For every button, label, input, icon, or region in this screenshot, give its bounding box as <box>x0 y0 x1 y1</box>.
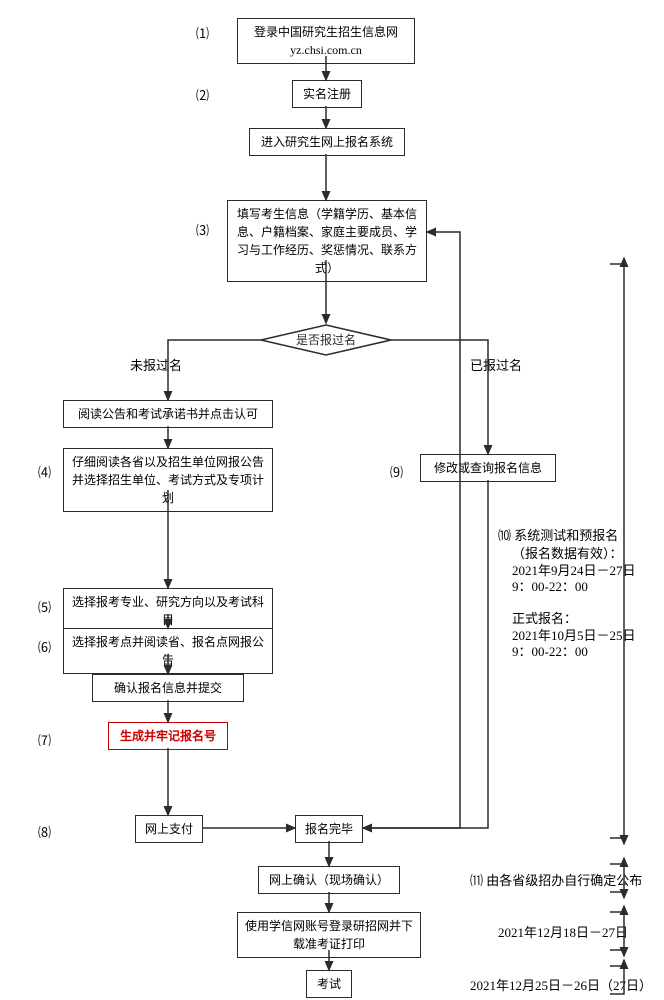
node-confirm-submit: 确认报名信息并提交 <box>92 674 244 702</box>
node-read-announce: 仔细阅读各省以及招生单位网报公告并选择招生单位、考试方式及专项计划 <box>63 448 273 512</box>
node-generate-id: 生成并牢记报名号 <box>108 722 228 750</box>
step-label-4: ⑷ <box>38 462 51 481</box>
node-enter-system: 进入研究生网上报名系统 <box>249 128 405 156</box>
step-label-6: ⑹ <box>38 637 51 656</box>
node-confirm-onsite: 网上确认（现场确认） <box>258 866 400 894</box>
side-11: ⑾ 由各省级招办自行确定公布 <box>470 870 642 889</box>
branch-left: 未报过名 <box>130 355 182 374</box>
node-register: 实名注册 <box>292 80 362 108</box>
node-read-notice: 阅读公告和考试承诺书并点击认可 <box>63 400 273 428</box>
side-10a: ⑽ 系统测试和预报名 <box>498 525 618 544</box>
side-12: 2021年12月18日－27日 <box>498 922 628 941</box>
node-login-line1: 登录中国研究生招生信息网 <box>254 23 398 41</box>
step-label-1: ⑴ <box>196 23 209 42</box>
node-login-line2: yz.chsi.com.cn <box>290 41 362 59</box>
node-exam: 考试 <box>306 970 352 998</box>
node-complete: 报名完毕 <box>295 815 363 843</box>
side-13: 2021年12月25日－26日（27日） <box>470 975 652 994</box>
branch-right: 已报过名 <box>470 355 522 374</box>
step-label-2: ⑵ <box>196 85 209 104</box>
node-download-permit: 使用学信网账号登录研招网并下载准考证打印 <box>237 912 421 958</box>
step-label-7: ⑺ <box>38 730 51 749</box>
node-select-site: 选择报考点并阅读省、报名点网报公告 <box>63 628 273 674</box>
decision-text: 是否报过名 <box>296 332 356 347</box>
node-fill-info: 填写考生信息（学籍学历、基本信息、户籍档案、家庭主要成员、学习与工作经历、奖惩情… <box>227 200 427 282</box>
node-login: 登录中国研究生招生信息网 yz.chsi.com.cn <box>237 18 415 64</box>
step-label-3: ⑶ <box>196 220 209 239</box>
step-label-9: ⑼ <box>390 462 403 481</box>
step-label-8: ⑻ <box>38 822 51 841</box>
step-label-5: ⑸ <box>38 597 51 616</box>
side-10g: 9：00-22：00 <box>512 641 588 660</box>
node-modify-query: 修改或查询报名信息 <box>420 454 556 482</box>
side-10d: 9：00-22：00 <box>512 576 588 595</box>
node-pay: 网上支付 <box>135 815 203 843</box>
